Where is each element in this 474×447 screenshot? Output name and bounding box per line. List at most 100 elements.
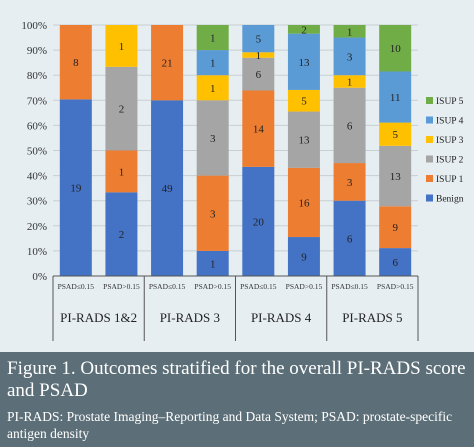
bar-segment	[151, 100, 184, 276]
data-label: 8	[73, 57, 79, 69]
group-label: PI-RADS 1&2	[60, 310, 137, 325]
data-label: 5	[392, 129, 398, 141]
y-tick-label: 60%	[27, 120, 47, 132]
data-label: 2	[301, 24, 307, 36]
data-label: 9	[392, 222, 398, 234]
x-tick-label: PSAD>0.15	[286, 282, 323, 291]
data-label: 19	[70, 183, 82, 195]
data-label: 16	[298, 197, 310, 209]
data-label: 3	[347, 177, 353, 189]
bar-segment	[105, 192, 138, 276]
bar-segment	[196, 100, 229, 176]
data-label: 13	[390, 171, 402, 183]
data-label: 9	[301, 252, 307, 264]
legend-label: ISUP 2	[436, 156, 464, 166]
bar-segment	[333, 37, 366, 76]
y-tick-label: 50%	[27, 146, 47, 158]
data-label: 1	[347, 76, 353, 88]
data-label: 6	[347, 120, 353, 132]
data-label: 6	[347, 233, 353, 245]
bar-segment	[196, 75, 229, 101]
bar-segment	[333, 25, 366, 38]
data-label: 1	[210, 33, 216, 45]
bar-segment	[379, 248, 412, 276]
bar-segment	[287, 237, 320, 276]
x-tick-label: PSAD≤0.15	[149, 282, 186, 291]
x-tick-label: PSAD≤0.15	[331, 282, 368, 291]
data-label: 10	[390, 43, 402, 55]
data-label: 13	[298, 135, 310, 147]
bar-segment	[242, 90, 275, 167]
bar-segment	[333, 75, 366, 88]
bar-segment	[242, 25, 275, 53]
legend-label: ISUP 5	[436, 97, 464, 107]
bar-segment	[105, 66, 138, 151]
group-label: PI-RADS 5	[342, 310, 402, 325]
data-label: 1	[256, 50, 262, 62]
bar-segment	[105, 25, 138, 67]
bar-segment	[287, 89, 320, 112]
data-label: 6	[256, 69, 262, 81]
data-label: 1	[210, 58, 216, 70]
legend-label: ISUP 3	[436, 136, 464, 146]
data-label: 13	[298, 57, 310, 69]
legend-swatch	[426, 97, 433, 104]
bar-segment	[59, 99, 92, 277]
chart-panel: 0% 10% 20% 30% 40% 50% 60% 70% 80% 90% 100% 19 8 2 1 2 1…	[0, 0, 474, 352]
data-label: 49	[162, 183, 174, 195]
y-tick-label: 80%	[27, 70, 47, 82]
bar-segment	[151, 25, 184, 101]
y-tick-label: 90%	[27, 45, 47, 57]
y-tick-label: 10%	[27, 246, 47, 258]
data-label: 2	[119, 104, 125, 116]
group-label: PI-RADS 3	[160, 310, 220, 325]
data-label: 5	[256, 34, 262, 46]
data-label: 21	[162, 58, 173, 70]
bar-segment	[196, 175, 229, 251]
data-label: 14	[253, 124, 265, 136]
bar-segment	[379, 122, 412, 146]
y-tick-label: 40%	[27, 171, 47, 183]
data-label: 3	[210, 133, 216, 145]
bar-segment	[105, 150, 138, 193]
legend-swatch	[426, 136, 433, 143]
bar-segment	[287, 25, 320, 34]
bar-segment	[242, 57, 275, 91]
y-tick-label: 100%	[21, 20, 47, 32]
x-tick-label: PSAD≤0.15	[58, 282, 95, 291]
stacked-bar-chart: 0%10%20%30%40%50%60%70%80%90%100%1982121…	[21, 20, 464, 341]
data-label: 3	[210, 208, 216, 220]
data-label: 1	[210, 258, 216, 270]
data-label: 6	[392, 257, 398, 269]
group-label: PI-RADS 4	[251, 310, 312, 325]
bar-segment	[379, 71, 412, 123]
x-tick-label: PSAD>0.15	[194, 282, 231, 291]
bar-segment	[333, 87, 366, 164]
data-label: 3	[347, 51, 353, 63]
legend-swatch	[426, 175, 433, 182]
x-tick-label: PSAD>0.15	[103, 282, 140, 291]
y-tick-label: 20%	[27, 221, 47, 233]
data-label: 5	[301, 96, 307, 108]
data-label: 1	[119, 166, 125, 178]
legend-label: ISUP 4	[436, 117, 464, 127]
bar-segment	[59, 25, 92, 100]
bar-segment	[242, 52, 275, 58]
bar-segment	[287, 111, 320, 168]
y-tick-label: 70%	[27, 95, 47, 107]
bar-segment	[287, 167, 320, 238]
data-label: 20	[253, 216, 265, 228]
x-tick-label: PSAD≤0.15	[240, 282, 277, 291]
y-tick-label: 0%	[32, 271, 47, 283]
data-label: 11	[390, 92, 401, 104]
bar-segment	[196, 50, 229, 76]
figure-caption-title: Figure 1. Outcomes stratified for the ov…	[7, 358, 466, 401]
bar-segment	[379, 145, 412, 207]
bar-segment	[333, 163, 366, 201]
data-label: 1	[119, 41, 125, 53]
legend-label: Benign	[436, 195, 464, 205]
bar-segment	[379, 206, 412, 249]
legend-swatch	[426, 194, 433, 202]
bar-segment	[196, 250, 229, 276]
